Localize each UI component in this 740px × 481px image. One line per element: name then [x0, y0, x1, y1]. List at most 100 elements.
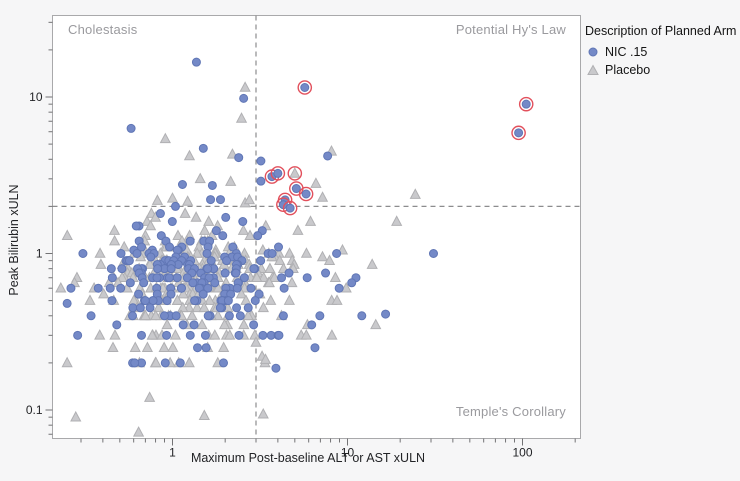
data-point[interactable] [323, 151, 333, 161]
data-point[interactable] [171, 294, 184, 305]
data-point[interactable] [381, 309, 391, 319]
data-point[interactable] [310, 177, 322, 188]
data-point[interactable] [116, 283, 126, 293]
data-point[interactable] [212, 281, 224, 293]
data-point[interactable] [161, 318, 173, 330]
data-point[interactable] [116, 249, 126, 258]
data-point[interactable] [302, 273, 312, 283]
data-point[interactable] [116, 271, 128, 283]
data-point[interactable] [167, 341, 179, 353]
data-point[interactable] [244, 229, 256, 240]
data-point[interactable] [141, 341, 154, 353]
data-point[interactable] [129, 341, 141, 353]
data-point[interactable] [166, 289, 176, 299]
data-point[interactable] [146, 252, 156, 262]
data-point[interactable] [175, 358, 185, 368]
data-point[interactable] [186, 309, 198, 321]
data-point[interactable] [212, 309, 224, 321]
data-point[interactable] [62, 298, 72, 308]
data-point[interactable] [159, 132, 171, 144]
data-point[interactable] [117, 264, 127, 274]
data-point[interactable] [150, 309, 162, 321]
data-point[interactable] [256, 156, 266, 166]
data-point[interactable] [177, 301, 189, 313]
data-point[interactable] [185, 236, 195, 246]
data-point[interactable] [331, 294, 343, 305]
data-point[interactable] [108, 224, 121, 235]
data-point[interactable] [73, 330, 83, 340]
data-point[interactable] [285, 203, 295, 213]
data-point[interactable] [194, 172, 206, 184]
data-point[interactable] [277, 273, 287, 283]
data-point[interactable] [222, 256, 232, 266]
data-point[interactable] [218, 231, 228, 241]
data-point[interactable] [200, 330, 210, 340]
data-point[interactable] [61, 356, 73, 368]
data-point[interactable] [370, 318, 382, 330]
data-point[interactable] [219, 358, 229, 368]
data-point[interactable] [124, 256, 134, 266]
data-point[interactable] [243, 303, 253, 313]
data-point[interactable] [203, 311, 213, 321]
data-point[interactable] [196, 318, 208, 330]
data-point[interactable] [329, 271, 342, 283]
data-point[interactable] [249, 329, 261, 340]
data-point[interactable] [521, 99, 531, 109]
data-point[interactable] [279, 283, 289, 293]
data-point[interactable] [211, 226, 221, 236]
data-point[interactable] [259, 353, 272, 364]
data-point[interactable] [253, 231, 263, 241]
data-point[interactable] [291, 184, 301, 194]
data-point[interactable] [274, 330, 284, 340]
data-point[interactable] [249, 320, 259, 330]
data-point[interactable] [109, 329, 121, 340]
data-point[interactable] [366, 258, 378, 269]
data-point[interactable] [273, 168, 283, 178]
data-point[interactable] [202, 249, 212, 258]
data-point[interactable] [198, 289, 208, 299]
data-point[interactable] [171, 311, 181, 321]
data-point[interactable] [239, 81, 251, 92]
data-point[interactable] [183, 149, 196, 161]
data-point[interactable] [191, 301, 203, 313]
data-point[interactable] [239, 93, 249, 103]
data-point[interactable] [215, 303, 225, 313]
data-point[interactable] [166, 264, 176, 274]
data-point[interactable] [250, 336, 262, 347]
data-point[interactable] [231, 268, 241, 278]
data-point[interactable] [198, 143, 208, 153]
data-point[interactable] [106, 264, 116, 274]
data-point[interactable] [159, 311, 169, 321]
data-point[interactable] [300, 83, 310, 93]
data-point[interactable] [221, 212, 231, 222]
data-point[interactable] [95, 258, 107, 269]
data-point[interactable] [243, 193, 256, 205]
data-point[interactable] [210, 278, 220, 288]
data-point[interactable] [107, 296, 117, 306]
data-point[interactable] [218, 341, 230, 353]
data-point[interactable] [232, 283, 242, 293]
data-point[interactable] [242, 309, 254, 321]
data-point[interactable] [93, 283, 103, 293]
data-point[interactable] [162, 330, 172, 340]
data-point[interactable] [246, 283, 256, 293]
data-point[interactable] [232, 303, 242, 313]
data-point[interactable] [135, 303, 145, 313]
data-point[interactable] [177, 283, 187, 293]
data-point[interactable] [254, 289, 264, 299]
data-point[interactable] [107, 273, 117, 283]
data-point[interactable] [283, 294, 295, 305]
data-point[interactable] [181, 195, 194, 206]
data-point[interactable] [152, 273, 162, 283]
data-point[interactable] [94, 329, 106, 340]
data-point[interactable] [70, 410, 82, 422]
data-point[interactable] [140, 296, 150, 306]
data-point[interactable] [265, 294, 277, 305]
data-point[interactable] [357, 311, 367, 321]
data-point[interactable] [315, 311, 325, 321]
data-point[interactable] [209, 329, 221, 340]
data-point[interactable] [166, 192, 179, 203]
data-point[interactable] [284, 268, 294, 278]
data-point[interactable] [307, 320, 317, 330]
data-point[interactable] [153, 264, 163, 274]
